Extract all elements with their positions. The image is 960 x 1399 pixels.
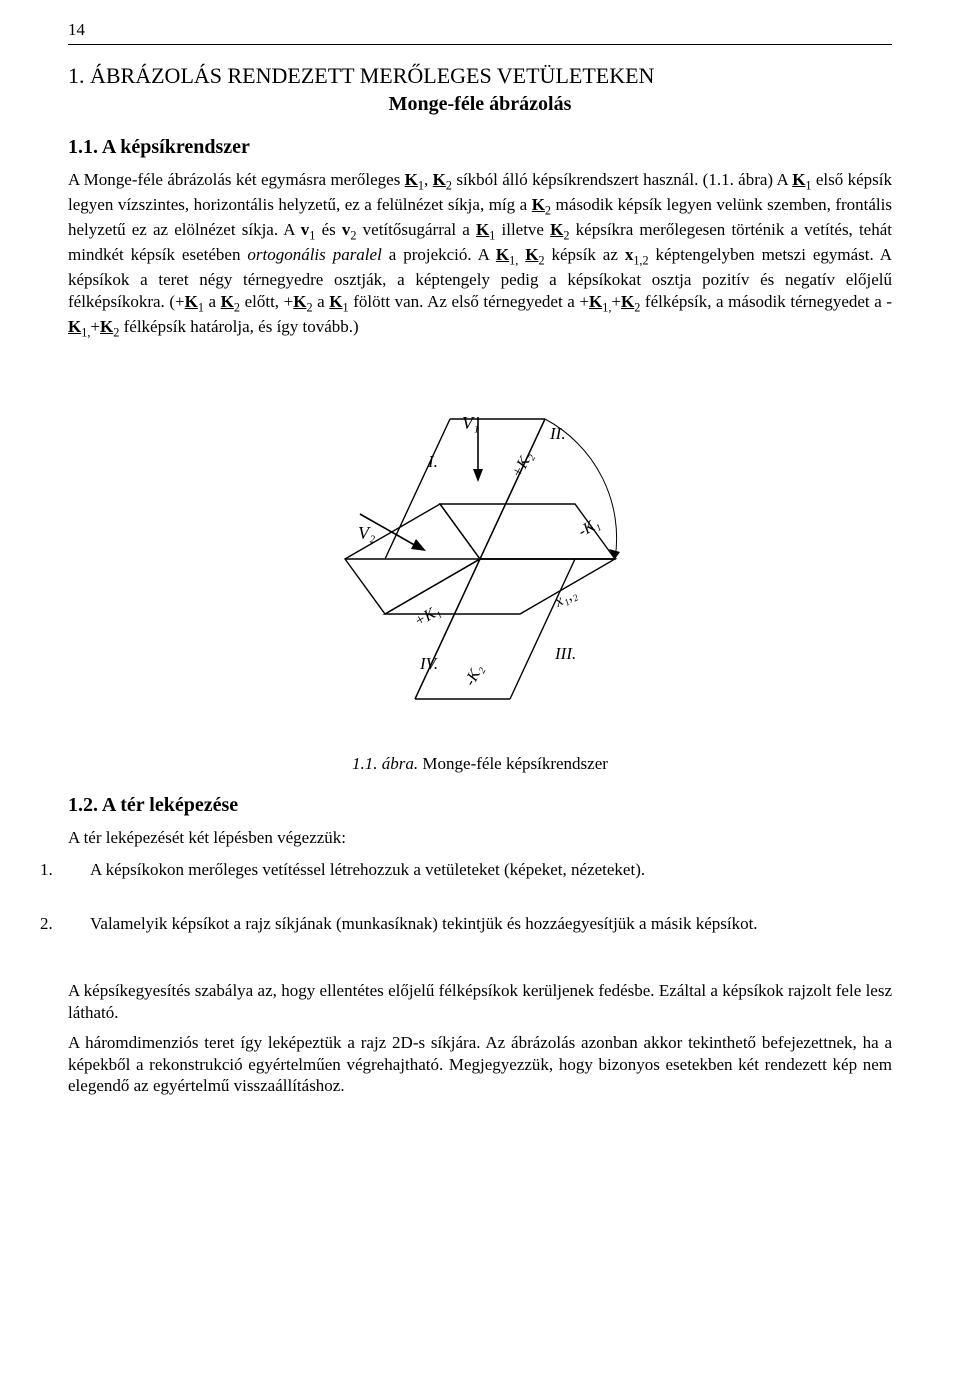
paragraph-3: A képsíkegyesítés szabálya az, hogy elle… <box>68 980 892 1024</box>
divider <box>68 44 892 45</box>
paragraph-2: A tér leképezését két lépésben végezzük: <box>68 827 892 849</box>
list-item-1: 1.A képsíkokon merőleges vetítéssel létr… <box>68 859 892 881</box>
label-x12: x₁,₂ <box>551 585 580 611</box>
label-q4: IV. <box>419 654 439 673</box>
paragraph-1: A Monge-féle ábrázolás két egymásra merő… <box>68 169 892 341</box>
label-mk2: -K₂ <box>462 662 487 689</box>
label-q3: III. <box>554 644 576 663</box>
label-v2: V₂ <box>358 523 375 543</box>
figure-1-1: V₁ V₂ I. II. III. IV. +K₂ -K₂ +K₁ -K₁ x₁… <box>68 359 892 724</box>
figure-caption: 1.1. ábra. Monge-féle képsíkrendszer <box>68 754 892 774</box>
section-1-2: 1.2. A tér leképezése <box>68 794 892 817</box>
page-number: 14 <box>68 20 892 40</box>
paragraph-4: A háromdimenziós teret így leképeztük a … <box>68 1032 892 1097</box>
section-1-1: 1.1. A képsíkrendszer <box>68 136 892 159</box>
label-pk2: +K₂ <box>509 449 537 481</box>
monge-diagram: V₁ V₂ I. II. III. IV. +K₂ -K₂ +K₁ -K₁ x₁… <box>300 359 660 719</box>
label-q1: I. <box>427 452 438 471</box>
label-pk1: +K₁ <box>412 602 444 630</box>
label-v1: V₁ <box>462 413 479 433</box>
label-q2: II. <box>549 424 566 443</box>
chapter-title: 1. ÁBRÁZOLÁS RENDEZETT MERŐLEGES VETÜLET… <box>68 63 892 89</box>
list-item-2: 2.Valamelyik képsíkot a rajz síkjának (m… <box>68 913 892 935</box>
chapter-subtitle: Monge-féle ábrázolás <box>68 93 892 116</box>
